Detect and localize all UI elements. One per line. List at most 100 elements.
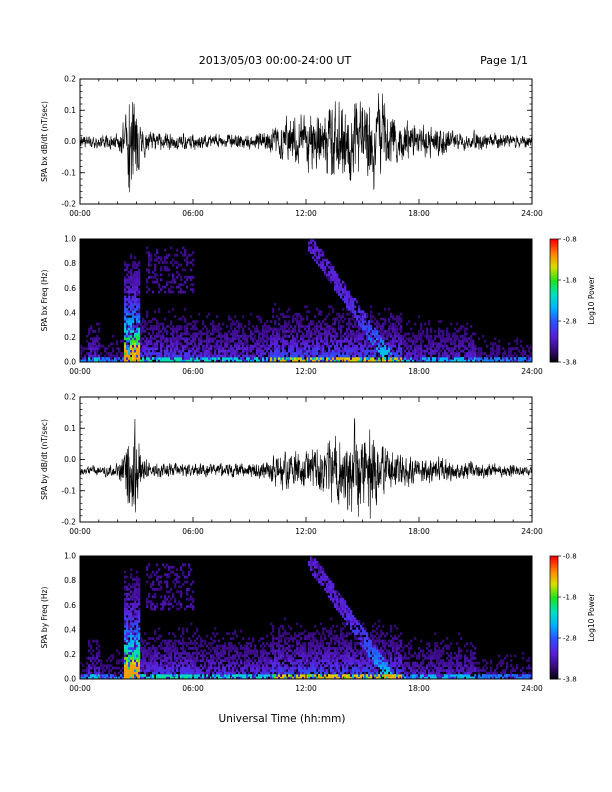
spectrogram-cell <box>282 632 285 636</box>
spectrogram-cell <box>96 352 99 355</box>
spectrogram-cell <box>530 357 533 360</box>
spectrogram-cell <box>150 320 153 323</box>
spectrogram-cell <box>232 322 235 326</box>
spectrogram-cell <box>302 317 305 321</box>
spectrogram-cell <box>400 349 403 353</box>
spectrogram-cell <box>338 290 341 294</box>
spectrogram-cell <box>248 349 251 353</box>
spectrogram-cell <box>486 357 489 360</box>
spectrogram-cell <box>116 357 119 360</box>
spectrogram-cell <box>126 266 129 269</box>
spectrogram-cell <box>124 295 127 299</box>
spectrogram-cell <box>290 669 293 672</box>
spectrogram-cell <box>128 285 131 289</box>
spectrogram-cell <box>226 342 229 346</box>
spectrogram-cell <box>464 339 467 343</box>
spectrogram-cell <box>370 352 373 355</box>
spectrogram-cell <box>186 669 189 672</box>
spectrogram-cell <box>254 674 257 677</box>
spectrogram-cell <box>124 666 127 670</box>
spectrogram-cell <box>170 649 173 653</box>
spectrogram-cell <box>202 349 205 353</box>
spectrogram-cell <box>212 642 215 645</box>
spectrogram-cell <box>230 317 233 321</box>
spectrogram-cell <box>208 642 211 645</box>
spectrogram-cell <box>418 354 421 358</box>
spectrogram-cell <box>368 354 371 358</box>
spectrogram-cell <box>134 354 137 358</box>
spectrogram-cell <box>510 347 513 350</box>
spectrogram-cell <box>130 573 133 576</box>
spectrogram-cell <box>140 354 143 358</box>
spectrogram-cell <box>442 357 445 360</box>
spectrogram-cell <box>186 339 189 343</box>
spectrogram-cell <box>128 659 131 663</box>
spectrogram-cell <box>180 642 183 645</box>
spectrogram-cell <box>168 352 171 355</box>
spectrogram-cell <box>136 605 139 608</box>
spectrogram-cell <box>86 359 89 363</box>
spectrogram-cell <box>510 349 513 353</box>
spectrogram-cell <box>350 330 353 333</box>
spectrogram-cell <box>454 352 457 355</box>
spectrogram-cell <box>506 354 509 358</box>
spectrogram-cell <box>216 651 219 655</box>
spectrogram-cell <box>514 359 517 363</box>
spectrogram-cell <box>292 644 295 648</box>
spectrogram-cell <box>154 605 157 608</box>
spectrogram-cell <box>346 290 349 294</box>
spectrogram-cell <box>190 283 193 287</box>
spectrogram-cell <box>356 359 359 363</box>
spectrogram-cell <box>162 647 165 650</box>
spectrogram-cell <box>130 654 133 658</box>
spectrogram-cell <box>368 349 371 353</box>
spectrogram-cell <box>86 347 89 350</box>
spectrogram-cell <box>204 332 207 336</box>
spectrogram-cell <box>244 644 247 648</box>
x-tick-label: 06:00 <box>182 367 204 376</box>
spectrogram-cell <box>338 283 341 287</box>
spectrogram-cell <box>236 661 239 665</box>
spectrogram-cell <box>134 597 137 601</box>
spectrogram-cell <box>218 654 221 658</box>
spectrogram-cell <box>88 344 91 348</box>
spectrogram-cell <box>88 671 91 675</box>
spectrogram-cell <box>262 649 265 653</box>
spectrogram-cell <box>242 357 245 360</box>
spectrogram-cell <box>212 674 215 677</box>
spectrogram-cell <box>412 334 415 338</box>
spectrogram-cell <box>150 585 153 589</box>
spectrogram-cell <box>168 280 171 284</box>
spectrogram-cell <box>424 357 427 360</box>
spectrogram-cell <box>334 317 337 321</box>
bx-waveform-panel: 00:00 06:00 12:00 18:00 24:000.20.10.0-0.1-0… <box>40 75 543 218</box>
spectrogram-cell <box>292 344 295 348</box>
spectrogram-cell <box>166 590 169 594</box>
spectrogram-cell <box>216 674 219 677</box>
spectrogram-cell <box>172 642 175 645</box>
spectrogram-cell <box>128 610 131 613</box>
spectrogram-cell <box>294 325 297 328</box>
colorbar-tick-label: -2.8 <box>563 318 577 326</box>
spectrogram-cell <box>456 349 459 353</box>
spectrogram-cell <box>138 634 141 638</box>
spectrogram-cell <box>126 347 129 350</box>
spectrogram-cell <box>132 354 135 358</box>
spectrogram-cell <box>254 644 257 648</box>
spectrogram-cell <box>210 322 213 326</box>
spectrogram-cell <box>172 357 175 360</box>
spectrogram-cell <box>280 671 283 675</box>
spectrogram-cell <box>222 637 225 640</box>
spectrogram-cell <box>268 656 271 660</box>
spectrogram-cell <box>286 632 289 636</box>
spectrogram-cell <box>144 659 147 663</box>
spectrogram-cell <box>164 354 167 358</box>
spectrogram-cell <box>126 647 129 650</box>
spectrogram-cell <box>400 359 403 363</box>
spectrogram-cell <box>324 322 327 326</box>
colorbar-swatch <box>550 355 558 359</box>
spectrogram-cell <box>148 563 151 567</box>
spectrogram-cell <box>114 666 117 670</box>
spectrogram-cell <box>490 352 493 355</box>
spectrogram-cell <box>464 332 467 336</box>
